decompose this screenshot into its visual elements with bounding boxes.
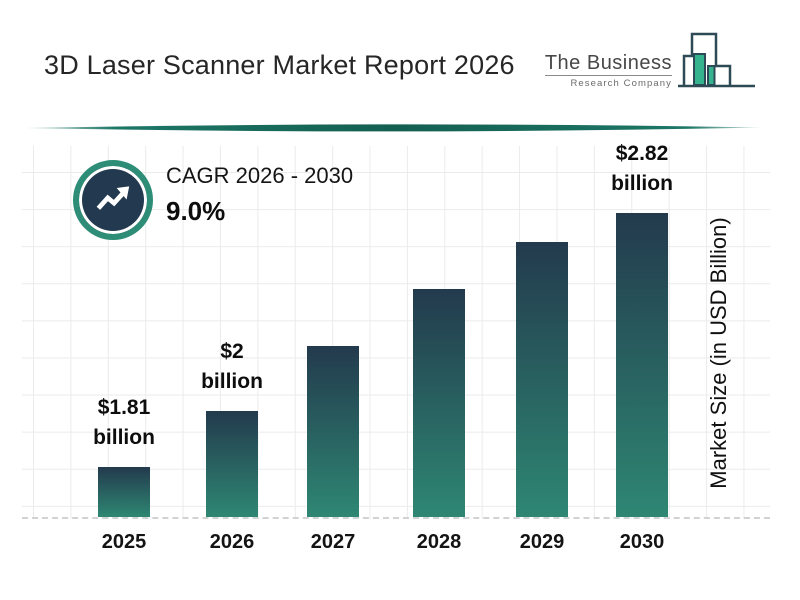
x-tick-2028: 2028: [416, 531, 462, 553]
trend-up-icon: [96, 186, 130, 210]
bar-2029: [516, 242, 568, 517]
page-title: 3D Laser Scanner Market Report 2026: [44, 50, 515, 80]
bar-2030: [616, 213, 668, 517]
logo-subtitle: Research Company: [544, 75, 672, 89]
company-logo: The Business Research Company: [544, 28, 758, 92]
cagr-badge: [73, 160, 153, 240]
logo-name: The Business: [544, 52, 672, 74]
value-label-2026: $2 billion: [201, 340, 263, 393]
cagr-text-block: CAGR 2026 - 2030 9.0%: [166, 163, 353, 227]
cagr-value: 9.0%: [166, 196, 226, 226]
y-axis-title: Market Size (in USD Billion): [706, 217, 731, 489]
x-tick-2025: 2025: [101, 531, 147, 553]
bar-2026: [206, 411, 258, 517]
bar-2025: [98, 467, 150, 517]
x-tick-2030: 2030: [619, 531, 665, 553]
x-tick-2027: 2027: [310, 531, 356, 553]
bar-2028: [413, 289, 465, 517]
x-tick-2029: 2029: [519, 531, 565, 553]
logo-text: The Business Research Company: [544, 52, 672, 89]
divider-line: [26, 124, 762, 132]
x-tick-2026: 2026: [209, 531, 255, 553]
value-label-2030: $2.82 billion: [611, 142, 673, 195]
cagr-label: CAGR 2026 - 2030: [166, 163, 354, 188]
bar-2027: [307, 346, 359, 517]
skyline-bars-icon: [678, 32, 755, 88]
value-label-2025: $1.81 billion: [93, 396, 155, 449]
